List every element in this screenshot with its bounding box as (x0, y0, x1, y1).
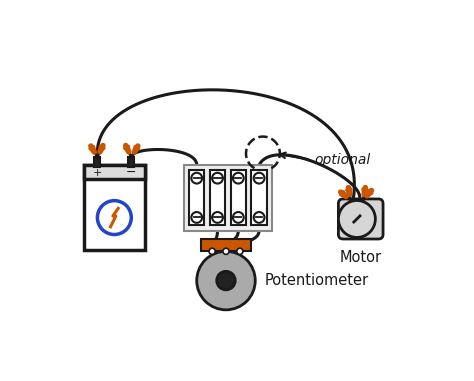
Circle shape (97, 201, 131, 235)
Bar (83, 165, 145, 179)
Circle shape (254, 173, 264, 184)
Bar (201, 239, 251, 251)
Text: optional: optional (315, 153, 371, 166)
Text: Motor: Motor (340, 250, 382, 265)
Text: +: + (93, 168, 102, 178)
Bar (83, 165, 145, 179)
Circle shape (338, 200, 375, 237)
Circle shape (254, 212, 264, 223)
Text: −: − (126, 166, 137, 179)
Bar (94, 157, 100, 166)
Bar (128, 157, 134, 166)
Circle shape (233, 173, 244, 184)
Bar (183, 165, 272, 231)
Circle shape (191, 212, 202, 223)
Text: Potentiometer: Potentiometer (264, 273, 369, 288)
Circle shape (223, 248, 229, 255)
Bar (83, 165, 145, 250)
Circle shape (197, 251, 255, 310)
Circle shape (212, 212, 223, 223)
Bar (189, 170, 204, 225)
Circle shape (212, 173, 223, 184)
Circle shape (191, 173, 202, 184)
Bar (231, 170, 246, 225)
Circle shape (217, 271, 235, 290)
Circle shape (209, 248, 215, 255)
Bar (251, 170, 267, 225)
Circle shape (233, 212, 244, 223)
Circle shape (237, 248, 243, 255)
Bar (210, 170, 225, 225)
FancyBboxPatch shape (338, 199, 383, 239)
